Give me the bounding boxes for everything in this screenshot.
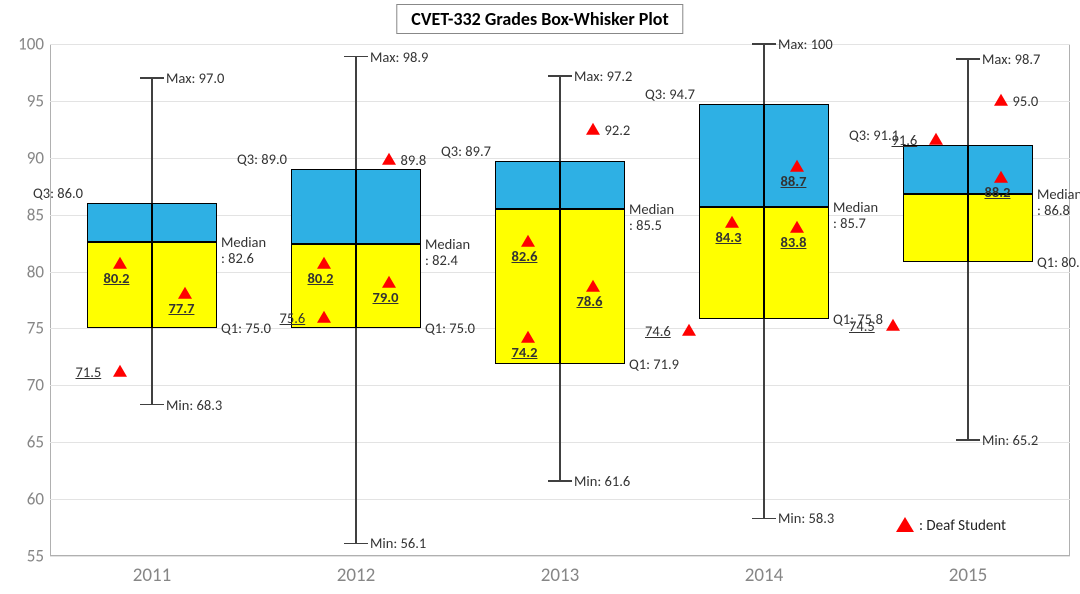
deaf-student-label: 84.3 [716,229,742,245]
box-center-split [355,169,357,328]
whisker-cap [344,56,368,58]
chart-title: CVET-332 Grades Box-Whisker Plot [396,4,683,34]
deaf-student-marker [113,256,127,268]
x-tick-label: 2014 [745,564,784,587]
deaf-student-label: 74.2 [512,344,538,360]
label-max: Max: 97.2 [574,68,632,84]
label-q3: Q3: 86.0 [33,185,83,201]
deaf-student-marker [682,324,696,336]
y-tick-label: 65 [10,432,44,453]
deaf-student-marker [994,94,1008,106]
deaf-student-marker [382,153,396,165]
deaf-student-marker [790,221,804,233]
deaf-student-marker [994,171,1008,183]
deaf-student-marker [317,311,331,323]
label-min: Min: 56.1 [370,535,426,551]
y-tick-label: 75 [10,318,44,339]
label-min: Min: 68.3 [166,397,222,413]
whisker-cap [140,77,164,79]
x-tick-label: 2011 [133,564,172,587]
deaf-student-label: 77.7 [169,300,195,316]
label-q1: Q1: 80.8 [1037,254,1080,270]
x-tick-label: 2015 [949,564,988,587]
gridline [50,499,1070,500]
deaf-student-label: 71.5 [76,364,102,380]
label-q1: Q1: 71.9 [629,356,679,372]
y-tick-label: 55 [10,546,44,567]
label-q1: Q1: 75.0 [221,320,271,336]
label-median: Median: 85.5 [629,201,674,233]
y-tick-label: 60 [10,489,44,510]
deaf-student-marker [929,132,943,144]
label-q1: Q1: 75.0 [425,320,475,336]
whisker-cap [752,43,776,45]
deaf-student-marker [317,256,331,268]
whisker-cap [140,404,164,406]
deaf-student-label: 80.2 [104,270,130,286]
deaf-student-marker [521,235,535,247]
whisker-cap [344,543,368,545]
whisker-cap [752,518,776,520]
label-median: Median: 82.4 [425,236,470,268]
label-max: Max: 100 [778,36,833,52]
deaf-student-marker [113,364,127,376]
deaf-student-label: 74.5 [849,318,875,334]
label-median: Median: 85.7 [833,199,878,231]
label-median: Median: 86.8 [1037,186,1080,218]
deaf-student-label: 82.6 [512,248,538,264]
boxplot-chart: CVET-332 Grades Box-Whisker Plot 55 60 65 7… [0,0,1080,594]
deaf-student-label: 78.6 [577,293,603,309]
deaf-student-marker [521,330,535,342]
x-tick-label: 2012 [337,564,376,587]
x-tick-label: 2013 [541,564,580,587]
deaf-student-label: 75.6 [280,310,306,326]
whisker-cap [548,75,572,77]
label-q3: Q3: 89.0 [237,151,287,167]
legend-text: : Deaf Student [919,517,1006,535]
y-tick-label: 90 [10,147,44,168]
deaf-student-label: 88.2 [985,184,1011,200]
deaf-student-marker [725,215,739,227]
deaf-student-label: 79.0 [373,289,399,305]
gridline [50,44,1070,45]
deaf-student-marker [382,276,396,288]
label-min: Min: 65.2 [982,432,1038,448]
label-min: Min: 61.6 [574,473,630,489]
deaf-student-label: 80.2 [308,270,334,286]
deaf-student-label: 89.8 [401,152,427,168]
deaf-student-marker [790,160,804,172]
deaf-student-label: 95.0 [1013,93,1039,109]
deaf-student-marker [886,319,900,331]
label-q3: Q3: 89.7 [441,143,491,159]
y-tick-label: 95 [10,90,44,111]
whisker-cap [956,58,980,60]
deaf-student-label: 91.6 [892,132,918,148]
deaf-student-label: 92.2 [605,122,631,138]
label-median: Median: 82.6 [221,234,266,266]
deaf-student-marker [586,123,600,135]
label-max: Max: 98.7 [982,51,1040,67]
y-tick-label: 80 [10,261,44,282]
deaf-student-label: 74.6 [645,323,671,339]
box-center-split [763,104,765,319]
box-center-split [559,161,561,364]
box-center-split [151,203,153,328]
y-tick-label: 85 [10,204,44,225]
deaf-student-label: 88.7 [781,173,807,189]
deaf-student-marker [178,287,192,299]
box-center-split [967,145,969,262]
label-q3: Q3: 94.7 [645,86,695,102]
label-min: Min: 58.3 [778,510,834,526]
gridline [50,556,1070,557]
whisker-cap [548,480,572,482]
legend-marker-icon [896,517,914,532]
label-max: Max: 97.0 [166,70,224,86]
y-tick-label: 100 [10,34,44,55]
whisker-cap [956,439,980,441]
deaf-student-marker [586,280,600,292]
label-max: Max: 98.9 [370,49,428,65]
deaf-student-label: 83.8 [781,234,807,250]
y-tick-label: 70 [10,375,44,396]
